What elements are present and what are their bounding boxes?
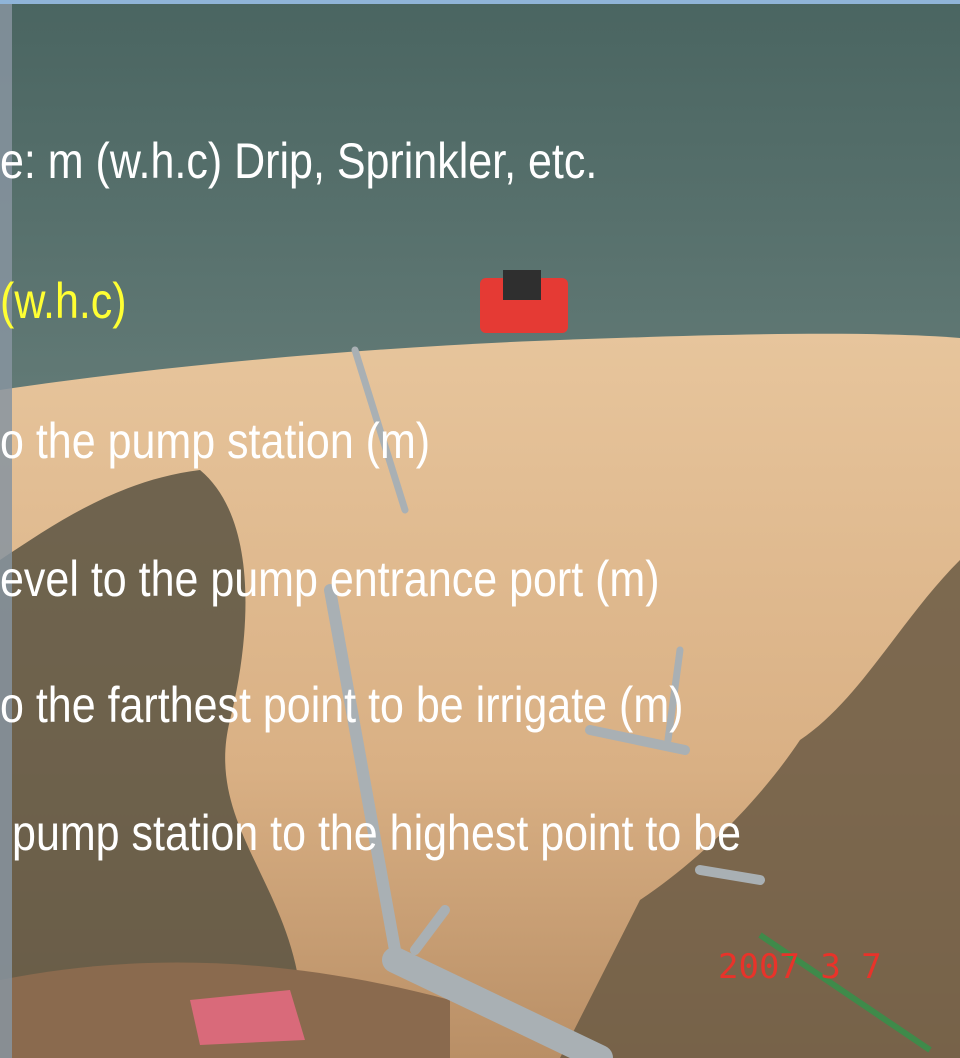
- slide-line: e: m (w.h.c) Drip, Sprinkler, etc.: [0, 133, 597, 189]
- top-edge: [0, 0, 960, 4]
- slide-line: (w.h.c): [0, 273, 127, 329]
- date-stamp: 2007 3 7: [718, 947, 882, 987]
- slide-line: evel to the pump entrance port (m): [0, 551, 660, 607]
- slide-line: o the pump station (m): [0, 413, 430, 469]
- slide: e: m (w.h.c) Drip, Sprinkler, etc. (w.h.…: [0, 0, 960, 1058]
- pump-boat: [480, 270, 568, 333]
- slide-line: pump station to the highest point to be: [12, 805, 741, 861]
- slide-line: o the farthest point to be irrigate (m): [0, 677, 683, 733]
- page: {"slide": {"lines": ["e: m (w.h.c) Drip,…: [0, 0, 960, 1058]
